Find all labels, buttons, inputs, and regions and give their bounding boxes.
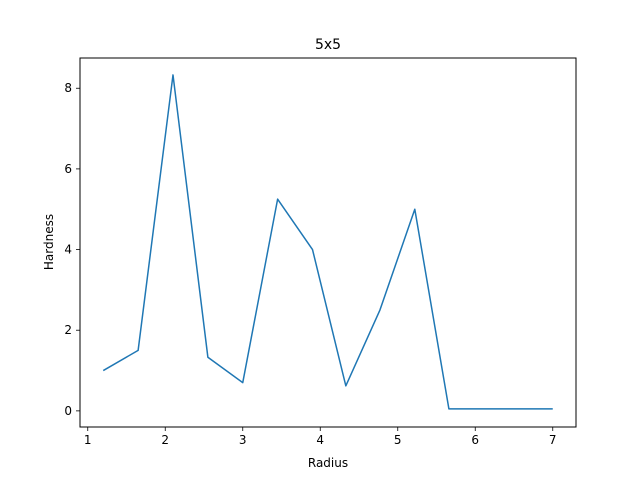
x-tick-label: 5 [394,433,402,447]
x-axis-label: Radius [308,456,348,470]
y-tick-label: 2 [64,323,72,337]
x-tick-label: 4 [316,433,324,447]
chart-title: 5x5 [315,37,341,53]
x-axis: 1 2 3 4 5 6 7 [84,427,557,447]
y-axis: 0 2 4 6 8 [64,81,80,418]
y-tick-label: 4 [64,243,72,257]
y-axis-label: Hardness [42,214,56,270]
x-tick-label: 3 [239,433,247,447]
y-tick-label: 0 [64,404,72,418]
x-tick-label: 2 [161,433,169,447]
series-line-0 [102,74,553,410]
x-tick-label: 6 [471,433,479,447]
plot-area [102,74,553,410]
y-tick-label: 8 [64,81,72,95]
x-tick-label: 1 [84,433,92,447]
plot-frame [79,57,577,428]
y-tick-label: 6 [64,162,72,176]
x-tick-label: 7 [549,433,557,447]
